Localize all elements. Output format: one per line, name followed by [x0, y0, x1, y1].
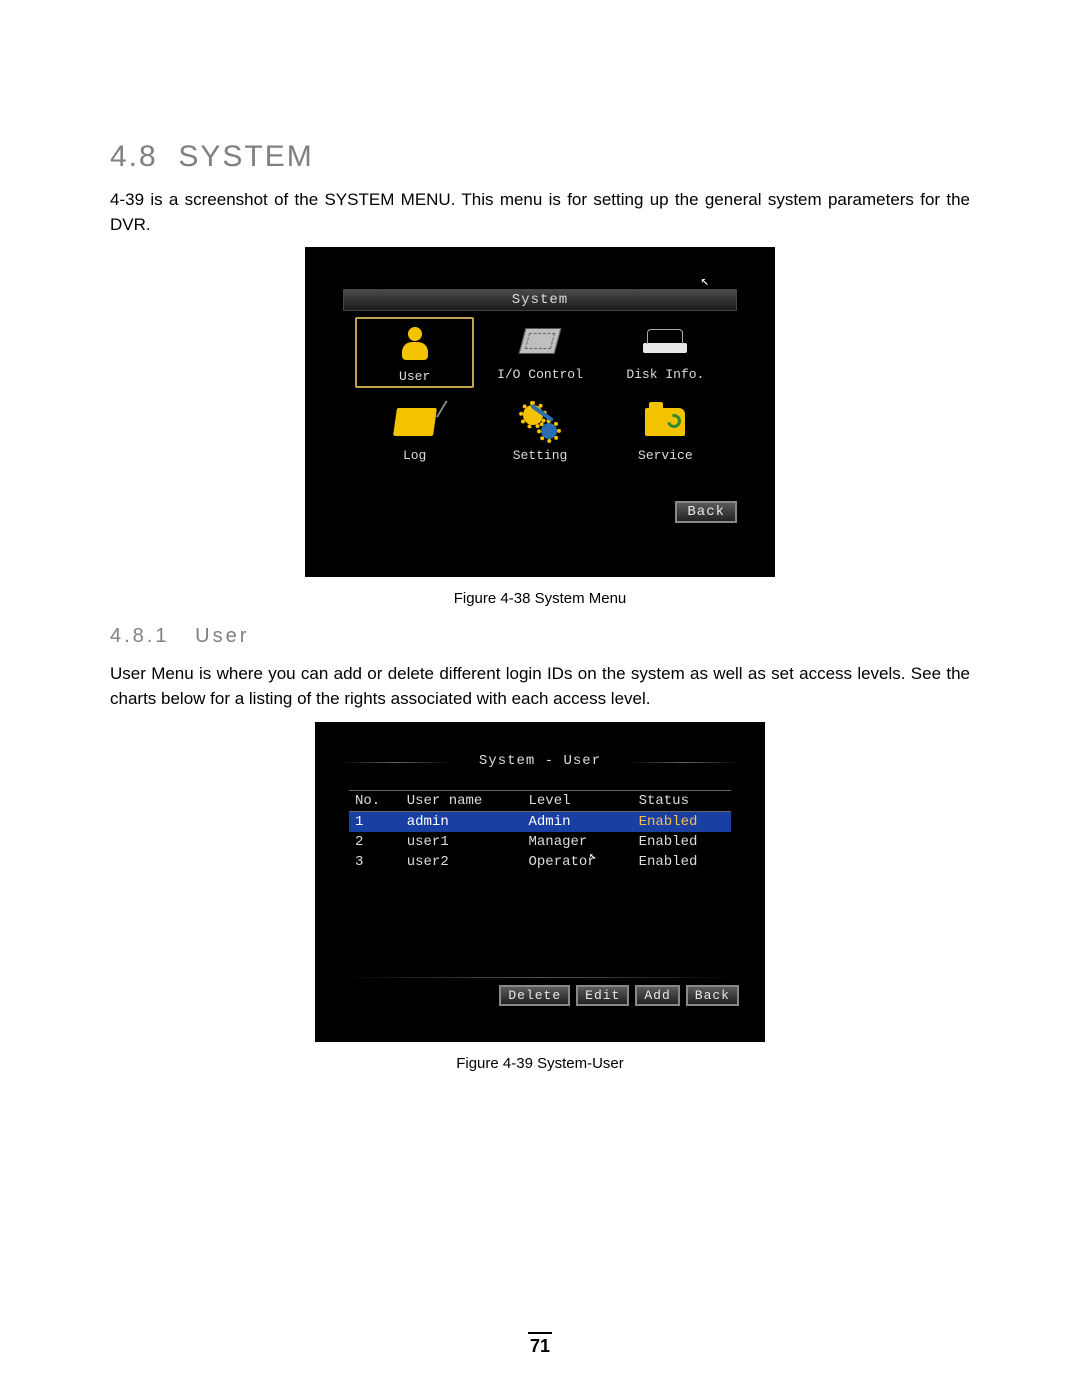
- menu-item-label: Service: [606, 448, 725, 463]
- user-paragraph: User Menu is where you can add or delete…: [110, 662, 970, 711]
- column-header: Status: [633, 790, 731, 811]
- back-button[interactable]: Back: [686, 985, 739, 1006]
- column-header: Level: [522, 790, 632, 811]
- subsection-number: 4.8.1: [110, 625, 169, 647]
- system-user-screenshot: System - User No.User nameLevelStatus 1a…: [315, 722, 765, 1042]
- section-number: 4.8: [110, 140, 158, 173]
- column-header: No.: [349, 790, 401, 811]
- menu-item-label: Disk Info.: [606, 367, 725, 382]
- menu-item-label: Setting: [480, 448, 599, 463]
- divider: [341, 977, 739, 978]
- menu-item-label: Log: [355, 448, 474, 463]
- table-row[interactable]: 1adminAdminEnabled: [349, 811, 731, 832]
- back-button[interactable]: Back: [675, 501, 737, 523]
- menu-item-setting[interactable]: Setting: [480, 398, 599, 465]
- menu-item-service[interactable]: Service: [606, 398, 725, 465]
- add-button[interactable]: Add: [635, 985, 679, 1006]
- menu-item-log[interactable]: Log: [355, 398, 474, 465]
- cell-status: Enabled: [633, 811, 731, 832]
- user-table: No.User nameLevelStatus 1adminAdminEnabl…: [349, 790, 731, 872]
- io-icon: [516, 321, 564, 361]
- log-icon: [391, 402, 439, 442]
- intro-paragraph: 4-39 is a screenshot of the SYSTEM MENU.…: [110, 188, 970, 237]
- section-heading: 4.8 SYSTEM: [110, 140, 970, 174]
- menu-item-user[interactable]: User: [355, 317, 474, 388]
- table-row[interactable]: 2user1ManagerEnabled: [349, 832, 731, 852]
- subsection-title: User: [195, 625, 249, 647]
- table-row[interactable]: 3user2OperatorEnabled: [349, 852, 731, 872]
- window-titlebar: System - User: [341, 752, 739, 772]
- cell-no: 3: [349, 852, 401, 872]
- disk-icon: [641, 321, 689, 361]
- figure1-caption: Figure 4-38 System Menu: [110, 590, 970, 607]
- cell-no: 2: [349, 832, 401, 852]
- user-icon: [391, 323, 439, 363]
- subsection-heading: 4.8.1 User: [110, 625, 970, 648]
- cell-level: Operator: [522, 852, 632, 872]
- cell-user: admin: [401, 811, 523, 832]
- menu-item-label: User: [357, 369, 472, 384]
- figure2-caption: Figure 4-39 System-User: [110, 1055, 970, 1072]
- edit-button[interactable]: Edit: [576, 985, 629, 1006]
- window-titlebar: System: [343, 289, 737, 311]
- menu-item-disk-info-[interactable]: Disk Info.: [606, 317, 725, 388]
- cell-user: user2: [401, 852, 523, 872]
- system-menu-screenshot: ↖ System User I/O Control Disk Info. Log Set…: [305, 247, 775, 577]
- cell-no: 1: [349, 811, 401, 832]
- cell-status: Enabled: [633, 852, 731, 872]
- cell-level: Admin: [522, 811, 632, 832]
- gear-icon: [516, 402, 564, 442]
- cell-level: Manager: [522, 832, 632, 852]
- cell-user: user1: [401, 832, 523, 852]
- cursor-icon: ↖: [701, 273, 709, 290]
- cell-status: Enabled: [633, 832, 731, 852]
- column-header: User name: [401, 790, 523, 811]
- delete-button[interactable]: Delete: [499, 985, 570, 1006]
- service-icon: [641, 402, 689, 442]
- section-title: SYSTEM: [178, 140, 313, 173]
- menu-item-i-o-control[interactable]: I/O Control: [480, 317, 599, 388]
- page-number: 71: [0, 1332, 1080, 1357]
- menu-item-label: I/O Control: [480, 367, 599, 382]
